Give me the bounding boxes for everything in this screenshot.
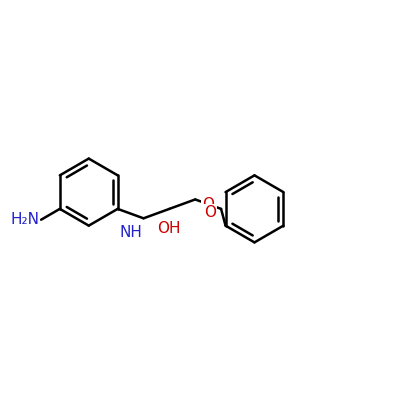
Text: O: O bbox=[202, 197, 214, 212]
Text: O: O bbox=[204, 205, 216, 220]
Text: H₂N: H₂N bbox=[10, 212, 39, 227]
Text: NH: NH bbox=[119, 225, 142, 240]
Text: OH: OH bbox=[158, 221, 181, 236]
